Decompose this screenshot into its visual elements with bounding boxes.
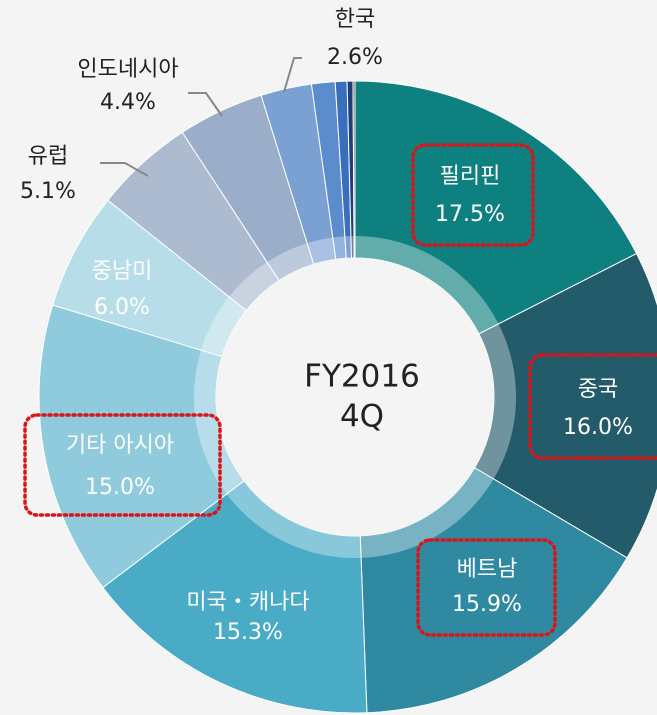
leader-line (283, 57, 302, 93)
value-label: 17.5% (435, 202, 505, 227)
value-label: 15.9% (452, 592, 522, 617)
slice-label: 유럽 (28, 144, 68, 169)
value-label: 15.0% (85, 475, 155, 500)
slice-label: 중국 (578, 377, 618, 402)
slice-label: 한국 (335, 7, 375, 32)
highlight-box (23, 413, 222, 517)
highlight-box (416, 538, 557, 637)
value-label: 5.1% (20, 179, 76, 204)
highlight-box (411, 143, 535, 247)
leader-line (188, 92, 223, 117)
slice-label: 기타 아시아 (66, 433, 174, 458)
highlight-box (528, 353, 657, 460)
center-hole (216, 258, 494, 536)
slice-label: 중남미 (92, 259, 153, 284)
value-label: 2.6% (327, 45, 383, 70)
value-label: 16.0% (563, 415, 633, 440)
leader-line (100, 162, 149, 177)
slice-label: 미국・캐나다 (186, 590, 309, 615)
center-text: FY2016 (304, 359, 420, 395)
slice-label: 필리핀 (440, 164, 501, 189)
value-label: 6.0% (94, 295, 150, 320)
slices (38, 80, 657, 714)
labels: 필리핀 17.5% 중국 16.0% 베트남 15.9% 미국・캐나다 15.3% 기타 아시아… (20, 7, 657, 645)
slice-label: 인도네시아 (77, 57, 178, 82)
slice-label: 베트남 (457, 557, 518, 582)
value-label: 4.4% (100, 90, 156, 115)
inner-ring (194, 236, 516, 558)
center-text: 4Q (340, 399, 384, 435)
value-label: 15.3% (213, 620, 283, 645)
